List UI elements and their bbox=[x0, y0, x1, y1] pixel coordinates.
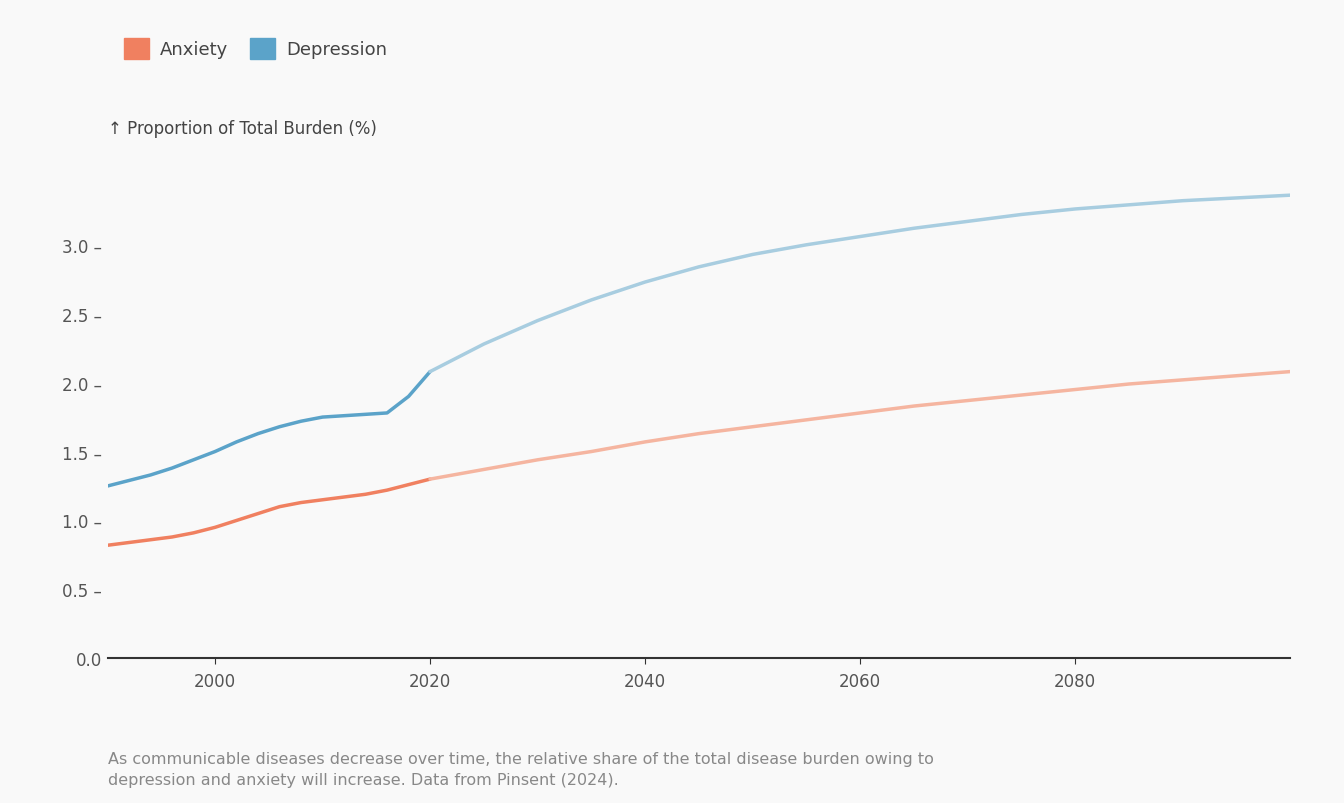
Text: As communicable diseases decrease over time, the relative share of the total dis: As communicable diseases decrease over t… bbox=[108, 751, 933, 787]
Text: ↑ Proportion of Total Burden (%): ↑ Proportion of Total Burden (%) bbox=[108, 120, 376, 138]
Legend: Anxiety, Depression: Anxiety, Depression bbox=[117, 31, 394, 67]
